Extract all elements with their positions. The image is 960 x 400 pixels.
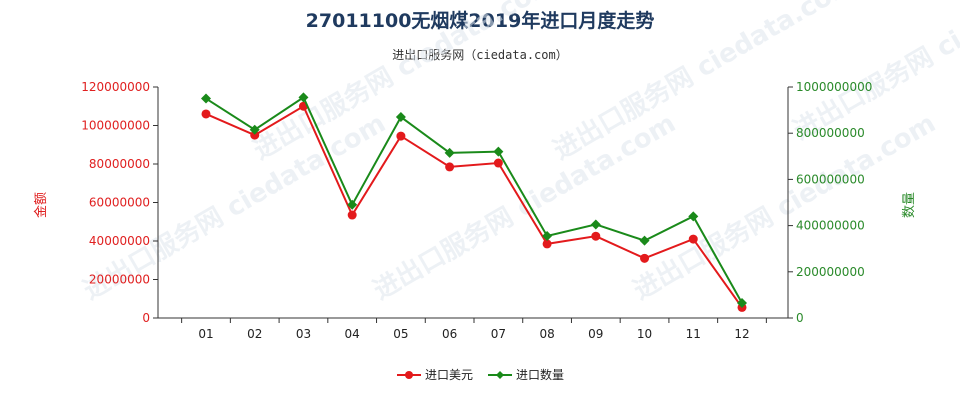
left-tick-label: 40000000: [89, 234, 150, 248]
axes: 0 20000000 40000000 60000000 80000000 1000000…: [33, 80, 917, 341]
x-tick-label: 01: [198, 327, 213, 341]
x-tick-label: 04: [345, 327, 360, 341]
series-point-diamond: [347, 199, 358, 210]
left-tick-label: 0: [142, 311, 150, 325]
series-point-diamond: [737, 297, 747, 308]
y-right-axis-title: 数量: [902, 192, 917, 218]
watermark-text: 进出口服务网 ciedata.com: [629, 108, 941, 306]
series-point-circle: [445, 162, 455, 172]
x-tick-label: 03: [296, 327, 311, 341]
right-tick-label: 1000000000: [796, 80, 872, 94]
right-tick-label: 400000000: [796, 219, 865, 233]
legend-label-1: 进口美元: [425, 368, 473, 382]
left-tick-label: 20000000: [89, 273, 150, 287]
series-point-circle: [396, 131, 406, 141]
series-point-diamond: [298, 92, 309, 103]
series-point-diamond: [249, 124, 260, 135]
x-tick-label: 10: [637, 327, 652, 341]
x-tick-label: 02: [247, 327, 262, 341]
left-tick-label: 80000000: [89, 157, 150, 171]
series-point-diamond: [493, 146, 504, 157]
series-point-circle: [201, 109, 211, 119]
x-tick-label: 11: [686, 327, 701, 341]
series-point-diamond: [639, 235, 650, 246]
left-tick-label: 120000000: [81, 80, 150, 94]
right-tick-label: 200000000: [796, 265, 865, 279]
left-tick-label: 100000000: [81, 119, 150, 133]
series-point-circle: [542, 239, 552, 249]
series-point-diamond: [444, 147, 455, 158]
left-tick-label: 60000000: [89, 196, 150, 210]
series-line-2: [205, 95, 743, 304]
right-tick-label: 0: [796, 311, 804, 325]
series-point-circle: [591, 231, 601, 241]
series-point-diamond: [395, 112, 406, 123]
series-point-circle: [493, 158, 503, 168]
series-point-diamond: [201, 93, 211, 104]
y-left-axis-title: 金额: [33, 192, 49, 218]
series-line-1: [205, 104, 743, 308]
series-point-diamond: [542, 230, 553, 241]
chart-subtitle: 进出口服务网（ciedata.com）: [392, 48, 568, 62]
x-tick-label: 09: [588, 327, 603, 341]
right-tick-label: 800000000: [796, 126, 865, 140]
x-tick-label: 06: [442, 327, 457, 341]
series-point-circle: [640, 253, 650, 263]
series-layer: [201, 92, 747, 312]
right-tick-label: 600000000: [796, 172, 865, 186]
legend-label-2: 进口数量: [516, 367, 564, 382]
x-tick-label: 08: [539, 327, 554, 341]
series-point-circle: [347, 210, 357, 220]
watermark-text: 进出口服务网 ciedata.com: [249, 0, 561, 166]
series-point-circle: [688, 234, 698, 244]
series-point-diamond: [590, 219, 601, 230]
x-tick-label: 07: [491, 327, 506, 341]
legend-marker: [496, 371, 504, 379]
legend: 进口美元 进口数量: [397, 367, 564, 382]
legend-marker: [405, 371, 413, 379]
chart-title: 27011100无烟煤2019年进口月度走势: [305, 10, 655, 32]
series-point-diamond: [688, 211, 699, 222]
series-point-circle: [250, 130, 260, 140]
x-tick-label: 05: [393, 327, 408, 341]
x-tick-label: 12: [734, 327, 749, 341]
